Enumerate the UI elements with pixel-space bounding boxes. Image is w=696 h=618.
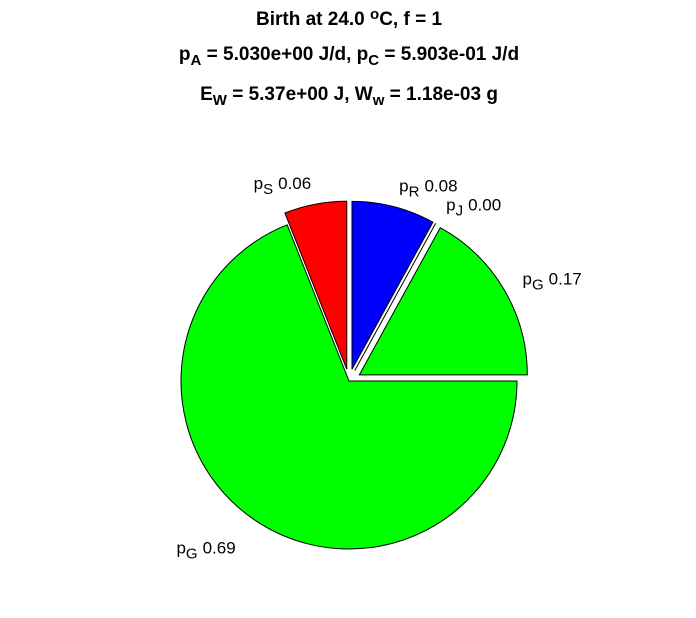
slice-category: J [456,202,464,219]
slice-symbol: p [523,269,532,288]
slice-category: G [186,545,198,562]
title-line: pA = 5.030e+00 J/d, pC = 5.903e-01 J/d [179,44,519,69]
slice-value: 0.69 [203,539,236,558]
pie-slice [351,200,434,370]
slice-symbol: p [399,177,408,196]
pie-slice [358,226,528,376]
title-line: EW = 5.37e+00 J, Ww = 1.18e-03 g [200,84,498,109]
slice-label: pG 0.17 [523,269,582,293]
slice-value: 0.08 [424,177,457,196]
slice-category: G [532,276,544,293]
title-line: Birth at 24.0 oC, f = 1 [256,6,442,30]
slice-value: 0.06 [278,174,311,193]
slice-category: R [409,183,420,200]
title-sub: C [368,52,379,69]
slice-label: pG 0.69 [176,539,235,563]
title-text: E [200,84,213,105]
pie-slice [180,224,518,550]
title-text: C, f = 1 [379,9,442,30]
slice-symbol: p [446,195,455,214]
title-text: p [179,44,191,65]
title-text: = 5.903e-01 J/d [379,44,519,65]
title-text: = 5.030e+00 J/d, p [201,44,368,65]
slice-label: pR 0.08 [399,177,457,201]
pie-slice [354,223,437,371]
title-sub: W [213,92,228,109]
title-sub: w [372,92,385,109]
title-text: Birth at 24.0 [256,9,370,30]
slice-label: pJ 0.00 [446,195,501,219]
slice-symbol: p [176,539,185,558]
title-sub: A [191,52,202,69]
pie-slice [284,200,348,370]
slice-category: S [263,180,273,197]
slice-label: pS 0.06 [254,174,312,198]
slice-value: 0.17 [549,269,582,288]
title-text: = 5.37e+00 J, W [227,84,373,105]
title-super: o [370,6,379,23]
title-text: = 1.18e-03 g [384,84,498,105]
slice-value: 0.00 [468,195,501,214]
slice-symbol: p [254,174,263,193]
